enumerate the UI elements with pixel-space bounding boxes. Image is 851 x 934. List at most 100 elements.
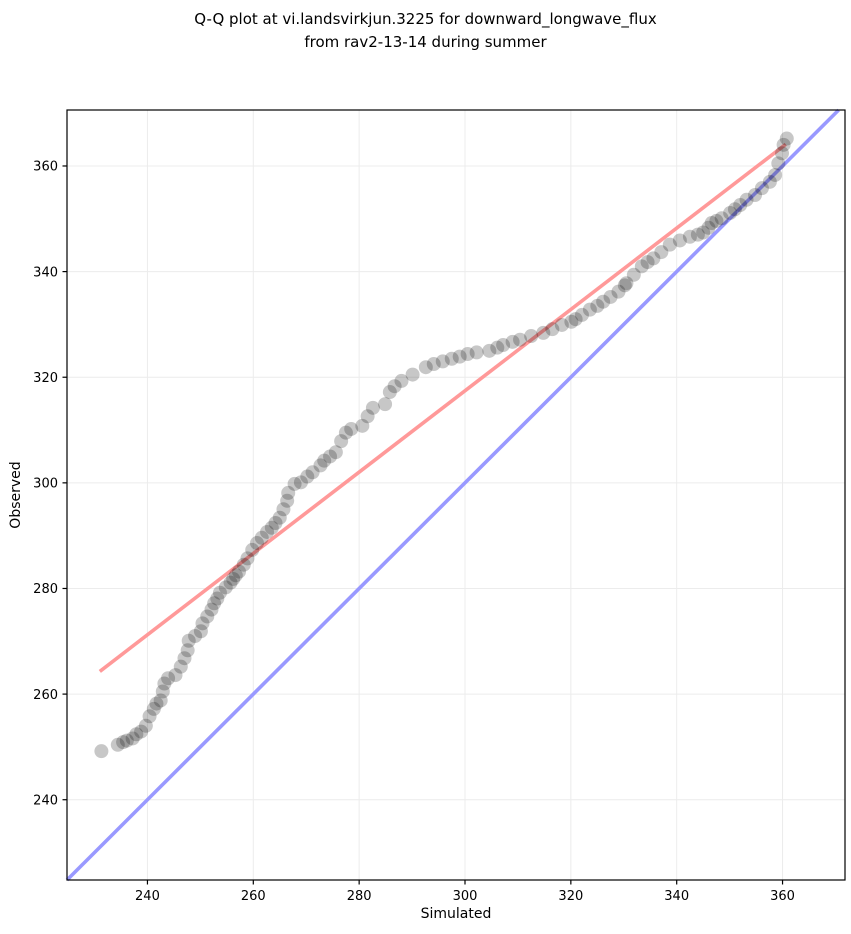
qq-point <box>129 727 144 742</box>
qq-point <box>590 298 605 313</box>
y-tick-label: 260 <box>33 688 58 703</box>
qq-point <box>153 693 168 708</box>
qq-point <box>646 251 661 266</box>
fit-line <box>98 142 787 673</box>
x-tick-label: 320 <box>558 889 583 904</box>
qq-point <box>344 421 359 436</box>
qq-point <box>180 643 195 658</box>
qq-point <box>134 724 149 739</box>
qq-point <box>161 671 176 686</box>
x-tick-label: 280 <box>347 889 372 904</box>
qq-point <box>603 289 618 304</box>
qq-point <box>268 515 283 530</box>
qq-point <box>240 551 255 566</box>
qq-point <box>146 701 161 716</box>
x-axis-label: Simulated <box>420 906 492 922</box>
qq-point <box>682 229 697 244</box>
qq-point <box>293 475 308 490</box>
qq-point <box>360 409 375 424</box>
qq-point <box>181 633 196 648</box>
qq-point <box>328 445 343 460</box>
qq-point <box>405 367 420 382</box>
qq-point <box>582 302 597 317</box>
qq-point <box>264 520 279 535</box>
qq-point <box>776 137 791 152</box>
qq-point <box>204 602 219 617</box>
qq-point <box>739 192 754 207</box>
qq-point <box>554 317 569 332</box>
x-tick-label: 340 <box>664 889 689 904</box>
qq-point <box>173 659 188 674</box>
qq-point <box>188 629 203 644</box>
qq-point <box>654 245 669 260</box>
qq-point <box>754 181 769 196</box>
qq-point <box>723 205 738 220</box>
plot-border <box>66 109 846 881</box>
qq-point <box>355 418 370 433</box>
qq-point <box>672 233 687 248</box>
qq-point <box>210 591 225 606</box>
qq-point <box>460 346 475 361</box>
qq-point <box>545 322 560 337</box>
qq-point <box>748 188 763 203</box>
qq-point <box>94 744 109 759</box>
qq-point <box>200 609 215 624</box>
qq-point <box>727 202 742 217</box>
qq-point <box>444 351 459 366</box>
qq-point <box>662 237 677 252</box>
qq-point <box>714 211 729 226</box>
y-tick-label: 320 <box>33 371 58 386</box>
qq-point <box>149 696 164 711</box>
qq-point <box>365 400 380 415</box>
qq-point <box>142 709 157 724</box>
qq-point <box>426 357 441 372</box>
chart-title: Q-Q plot at vi.landsvirkjun.3225 for dow… <box>194 10 657 51</box>
qq-point <box>110 737 125 752</box>
qq-point <box>276 502 291 517</box>
qq-point <box>236 557 251 572</box>
qq-point <box>762 174 777 189</box>
qq-point <box>634 259 649 274</box>
y-tick-label: 360 <box>33 160 58 175</box>
qq-point <box>513 332 528 347</box>
qq-point <box>701 220 716 235</box>
qq-point <box>287 476 302 491</box>
qq-point <box>382 385 397 400</box>
qq-point <box>596 294 611 309</box>
qq-point <box>733 198 748 213</box>
y-tick-label: 280 <box>33 582 58 597</box>
qq-point <box>305 465 320 480</box>
qq-point <box>626 267 641 282</box>
qq-point <box>125 731 140 746</box>
identity-line <box>65 108 840 882</box>
qq-point <box>155 684 170 699</box>
qq-point <box>568 312 583 327</box>
qq-point <box>334 434 349 449</box>
qq-point <box>640 255 655 270</box>
qq-point <box>490 340 505 355</box>
qq-point <box>771 156 786 171</box>
x-tick-label: 360 <box>770 889 795 904</box>
qq-point <box>394 373 409 388</box>
qq-point <box>157 676 172 691</box>
qq-point <box>254 530 269 545</box>
qq-point <box>338 425 353 440</box>
qq-point <box>138 718 153 733</box>
qq-point <box>119 733 134 748</box>
qq-point <box>280 493 295 508</box>
qq-point <box>536 325 551 340</box>
qq-point <box>228 568 243 583</box>
qq-point <box>775 146 790 161</box>
qq-point <box>505 334 520 349</box>
qq-point <box>779 131 794 146</box>
qq-point <box>116 735 131 750</box>
qq-point <box>223 575 238 590</box>
qq-point <box>245 542 260 557</box>
qq-point <box>212 585 227 600</box>
qq-point <box>574 307 589 322</box>
x-tick-label: 240 <box>135 889 160 904</box>
qq-point <box>281 485 296 500</box>
qq-point <box>323 449 338 464</box>
